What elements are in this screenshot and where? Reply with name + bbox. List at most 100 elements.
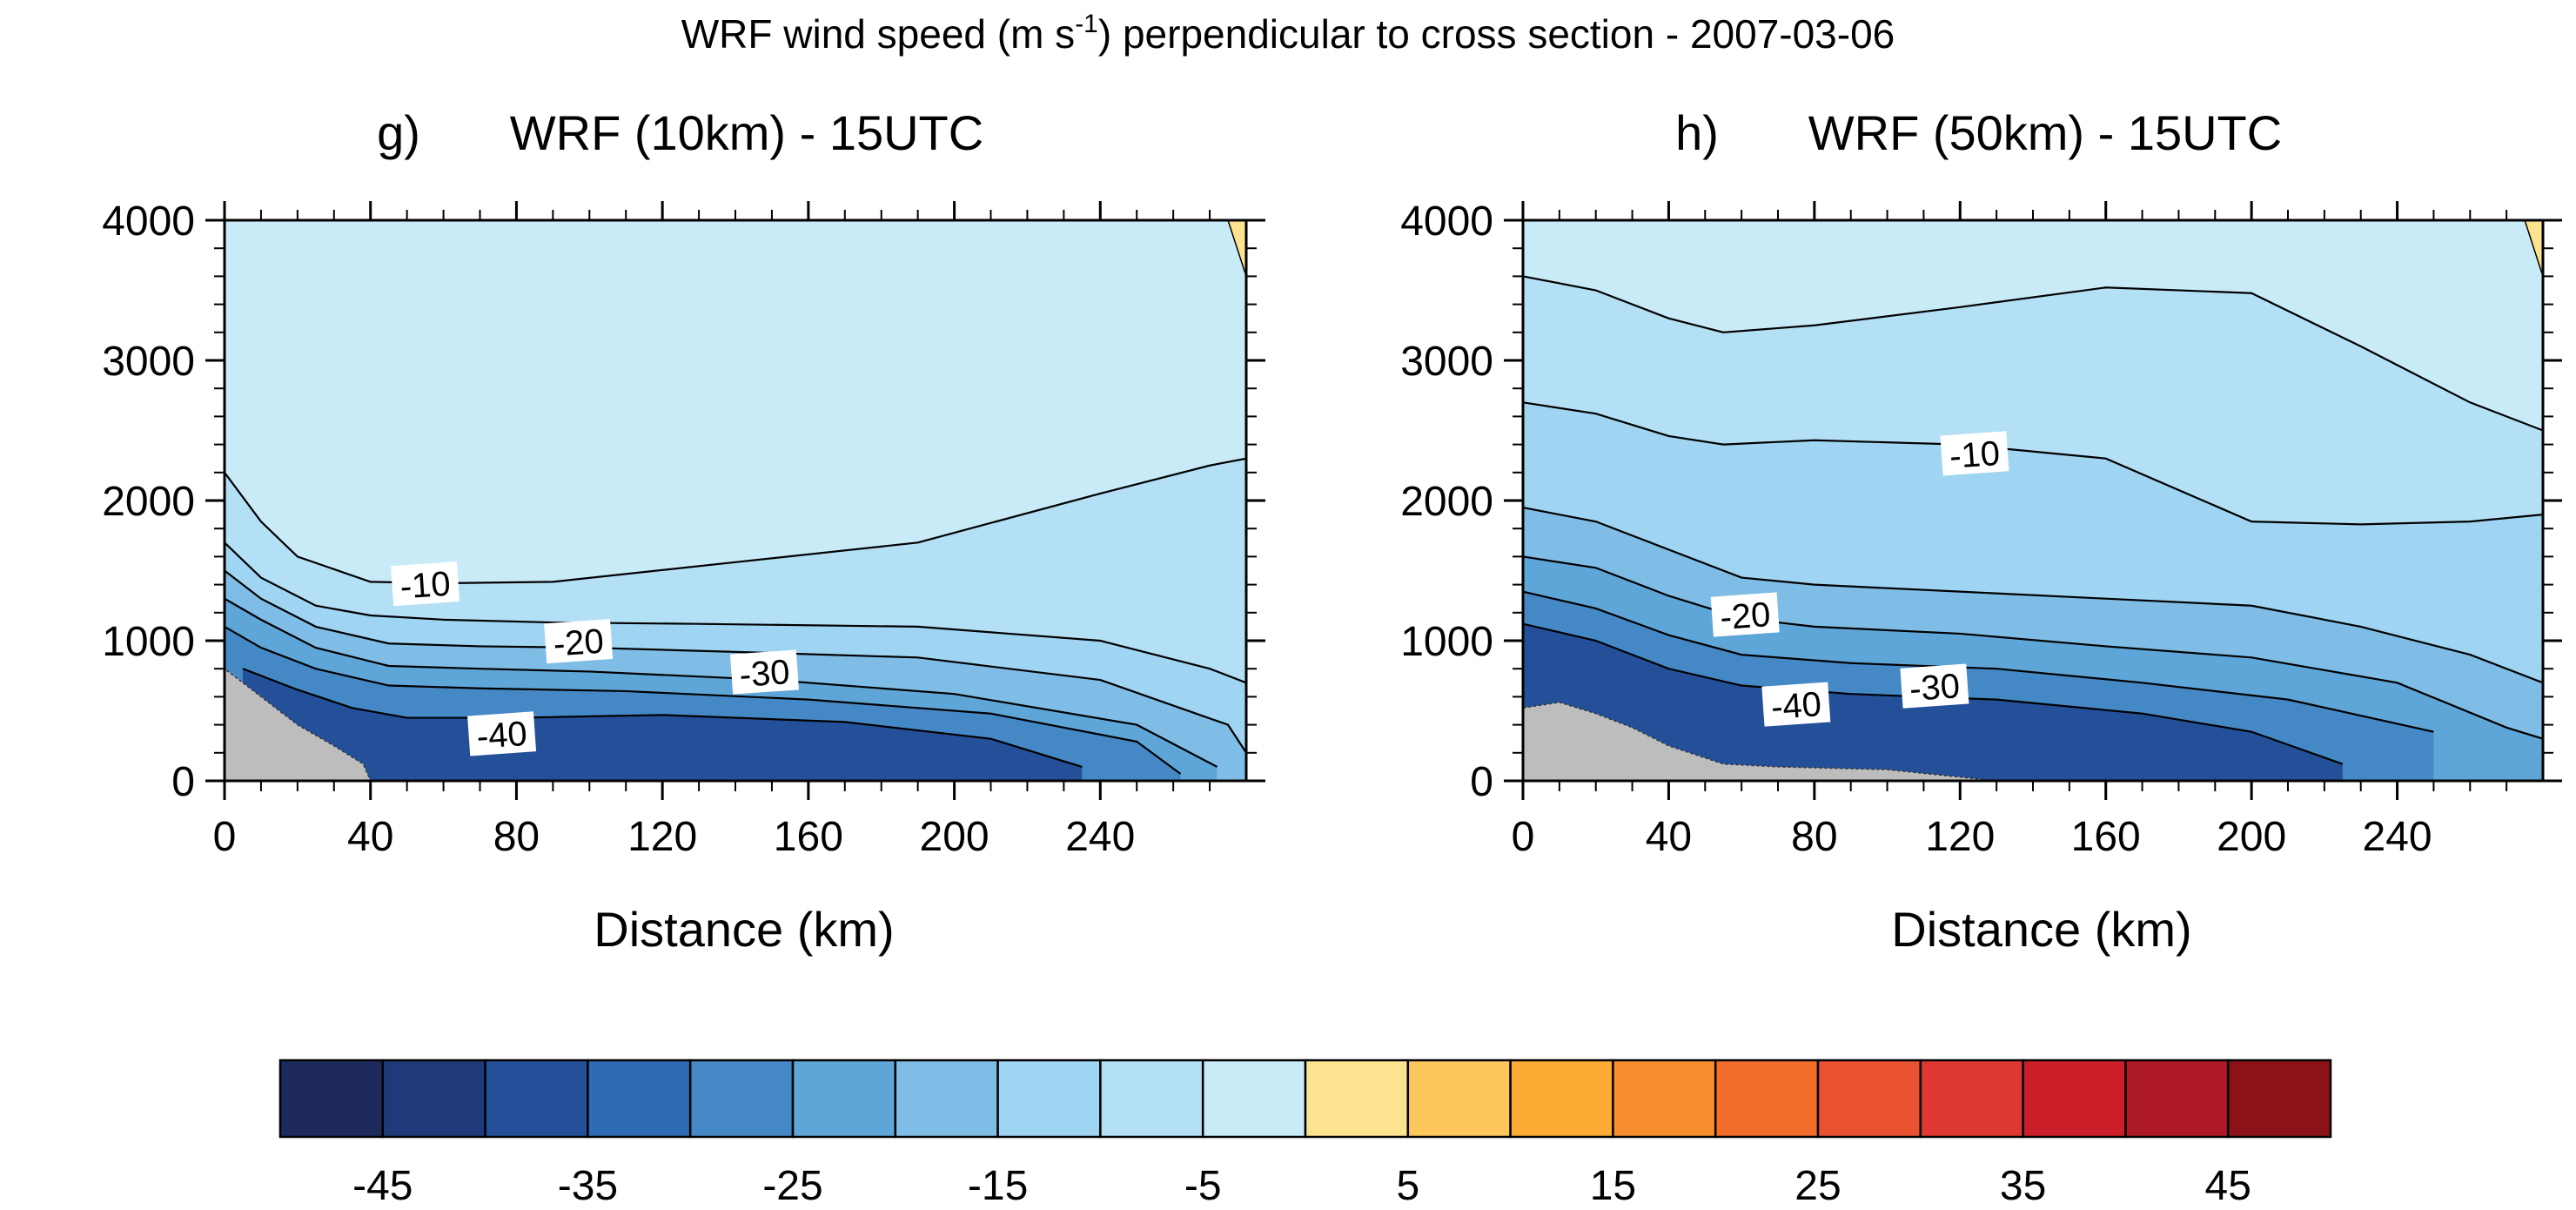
y-tick-label: 2000 bbox=[102, 479, 195, 525]
contour-line-35 bbox=[1523, 622, 2344, 765]
contour-line-25 bbox=[225, 597, 1218, 768]
colorbar-tick-label: 45 bbox=[2205, 1163, 2251, 1209]
contour-label-box bbox=[1940, 431, 2009, 476]
colorbar-swatch bbox=[2124, 1059, 2230, 1139]
contour-label-box bbox=[544, 619, 614, 664]
contour-label-text: -40 bbox=[1770, 685, 1823, 727]
y-tick-label: 3000 bbox=[102, 339, 195, 385]
x-tick-label: 120 bbox=[627, 814, 697, 860]
x-tick-label: 200 bbox=[920, 814, 989, 860]
x-tick-label: 0 bbox=[213, 814, 237, 860]
y-tick-label: 0 bbox=[171, 759, 195, 805]
colorbar-swatch bbox=[381, 1059, 486, 1139]
colorbar-swatch bbox=[996, 1059, 1102, 1139]
colorbar-tick-label: 25 bbox=[1794, 1163, 1841, 1209]
contour-line-15 bbox=[225, 541, 1246, 684]
contour-label: -10 bbox=[1940, 431, 2009, 476]
colorbar-swatch bbox=[1406, 1059, 1512, 1139]
y-tick-label: 2000 bbox=[1400, 479, 1493, 525]
contour-label-box bbox=[391, 561, 460, 607]
colorbar-tick-label: 5 bbox=[1396, 1163, 1419, 1209]
colorbar-swatch bbox=[1509, 1059, 1614, 1139]
contour-label: -20 bbox=[1710, 592, 1780, 637]
positive-wind-patch bbox=[1227, 220, 1246, 277]
contour-label-box bbox=[1900, 663, 1969, 709]
y-tick-label: 4000 bbox=[1400, 198, 1493, 245]
x-tick-label: 0 bbox=[1512, 814, 1535, 860]
colorbar-swatch bbox=[1304, 1059, 1410, 1139]
y-tick-label: 1000 bbox=[1400, 619, 1493, 665]
contour-label-text: -10 bbox=[399, 565, 452, 607]
x-tick-label: 40 bbox=[347, 814, 393, 860]
colorbar-swatch bbox=[894, 1059, 999, 1139]
terrain-mask bbox=[1523, 702, 1997, 781]
colorbar-swatch bbox=[1714, 1059, 1820, 1139]
y-tick-label: 1000 bbox=[102, 619, 195, 665]
panel-g: -10 -20 -30 -40 0 40 80 120 160 200 240 0 1000 2000 30… bbox=[102, 105, 1265, 957]
colorbar-tick-label: -5 bbox=[1184, 1163, 1222, 1209]
x-tick-label: 160 bbox=[774, 814, 843, 860]
contour-line-20 bbox=[1523, 506, 2543, 684]
x-tick-label: 120 bbox=[1925, 814, 1995, 860]
colorbar-tick-label: -15 bbox=[968, 1163, 1028, 1209]
contour-label: -30 bbox=[729, 649, 799, 695]
contour-line-30 bbox=[1523, 590, 2434, 733]
colorbar-tick-label: -25 bbox=[762, 1163, 822, 1209]
terrain-mask bbox=[225, 668, 372, 781]
contour-label-text: -30 bbox=[738, 653, 791, 695]
x-tick-label: 40 bbox=[1646, 814, 1692, 860]
colorbar-swatch bbox=[2226, 1059, 2332, 1139]
x-axis-label: Distance (km) bbox=[594, 902, 894, 957]
colorbar-swatch bbox=[1919, 1059, 2024, 1139]
x-axis-label: Distance (km) bbox=[1891, 902, 2191, 957]
contour-label: -20 bbox=[544, 619, 614, 664]
colorbar-swatch bbox=[484, 1059, 589, 1139]
contour-line-10 bbox=[1523, 275, 2543, 432]
colorbar-swatch bbox=[791, 1059, 897, 1139]
panel-h: -10 -20 -30 -40 0 40 80 120 160 200 240 0 1000 2000 30… bbox=[1400, 105, 2562, 957]
colorbar-tick-label: 15 bbox=[1590, 1163, 1636, 1209]
y-tick-label: 3000 bbox=[1400, 339, 1493, 385]
colorbar-swatch bbox=[1612, 1059, 1717, 1139]
colorbar-swatch bbox=[1099, 1059, 1204, 1139]
colorbar: -45 -35 -25 -15 -5 5 15 25 35 45 bbox=[278, 1059, 2332, 1209]
colorbar-tick-label: 35 bbox=[2000, 1163, 2046, 1209]
contour-label: -40 bbox=[467, 711, 537, 756]
contour-label-text: -20 bbox=[1719, 595, 1772, 637]
panel-title: WRF (50km) - 15UTC bbox=[1808, 105, 2282, 160]
contour-line-25 bbox=[1523, 555, 2543, 740]
plot-area bbox=[225, 220, 1246, 781]
contour-label: -30 bbox=[1900, 663, 1969, 709]
contour-label-box bbox=[1710, 592, 1780, 637]
colorbar-tick-label: -45 bbox=[352, 1163, 413, 1209]
contour-line-30 bbox=[225, 625, 1182, 775]
colorbar-swatch bbox=[278, 1059, 385, 1139]
x-tick-label: 160 bbox=[2071, 814, 2141, 860]
figure-title: WRF wind speed (m s-1) perpendicular to … bbox=[681, 10, 1895, 57]
plot-area bbox=[1523, 220, 2543, 781]
positive-wind-patch bbox=[2524, 220, 2543, 277]
colorbar-swatch bbox=[688, 1059, 795, 1139]
contour-label-box bbox=[729, 649, 799, 695]
contour-line-10 bbox=[225, 457, 1246, 585]
colorbar-swatch bbox=[1201, 1059, 1307, 1139]
x-tick-label: 200 bbox=[2217, 814, 2286, 860]
colorbar-swatch bbox=[2022, 1059, 2127, 1139]
contour-label-text: -10 bbox=[1949, 434, 2002, 476]
colorbar-swatch bbox=[587, 1059, 692, 1139]
contour-label-box bbox=[467, 711, 537, 756]
panel-letter: g) bbox=[377, 105, 420, 160]
colorbar-tick-label: -35 bbox=[558, 1163, 618, 1209]
y-tick-label: 0 bbox=[1470, 759, 1493, 805]
x-tick-label: 240 bbox=[1065, 814, 1135, 860]
panel-title: WRF (10km) - 15UTC bbox=[510, 105, 983, 160]
contour-label-text: -20 bbox=[552, 622, 605, 664]
y-tick-label: 4000 bbox=[102, 198, 195, 245]
contour-label: -40 bbox=[1761, 682, 1831, 727]
contour-label: -10 bbox=[391, 561, 460, 607]
contour-band-35 bbox=[242, 669, 1083, 781]
x-tick-label: 80 bbox=[493, 814, 540, 860]
contour-label-text: -30 bbox=[1909, 667, 1962, 709]
colorbar-swatch bbox=[1816, 1059, 1922, 1139]
